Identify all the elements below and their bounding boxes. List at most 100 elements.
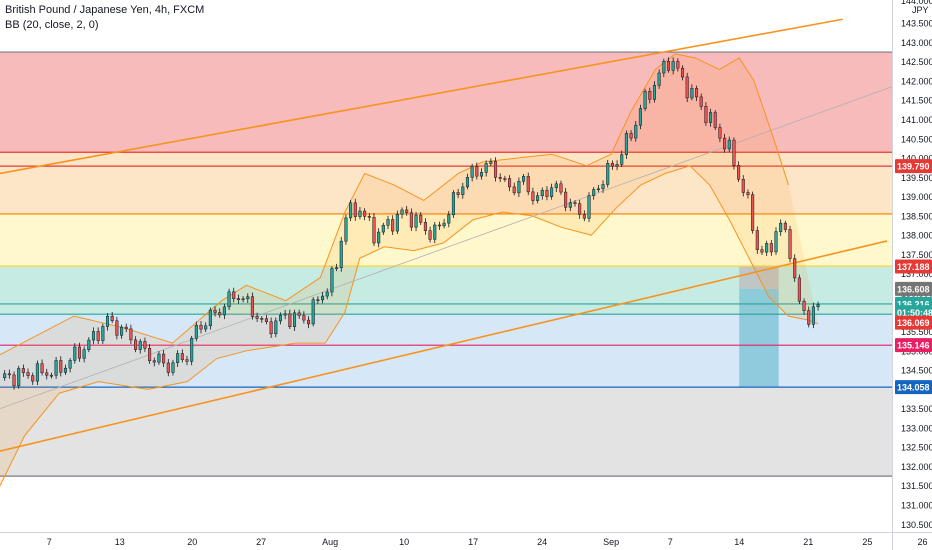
y-tick-label: 140.000 (901, 154, 932, 164)
candle (180, 349, 184, 363)
candle (802, 298, 806, 315)
candle-body (241, 298, 245, 301)
candle (676, 58, 680, 72)
candle-body (437, 224, 441, 227)
candle (227, 288, 231, 310)
chart-legend-indicator[interactable]: BB (20, close, 2, 0) (5, 19, 99, 31)
candle-body (783, 222, 787, 230)
candle (260, 316, 264, 323)
candle-body (405, 209, 409, 213)
candle-body (587, 195, 591, 219)
price-tag-bg (895, 159, 932, 174)
candle (531, 187, 535, 205)
candle-body (676, 61, 680, 69)
candle (779, 219, 783, 236)
candle (292, 309, 297, 331)
x-tick-label: 26 (918, 537, 928, 547)
candle-body (59, 360, 63, 373)
candle (54, 356, 58, 379)
candle (45, 368, 49, 380)
candle-body (288, 313, 292, 327)
candle-body (157, 353, 161, 363)
candle (120, 324, 124, 339)
candle (199, 320, 203, 334)
candle (255, 312, 259, 322)
candle-body (568, 202, 572, 208)
candle (105, 312, 110, 331)
candle-body (522, 176, 526, 182)
y-tick-label: 143.000 (901, 38, 932, 48)
candle (35, 360, 39, 386)
candle (391, 215, 395, 235)
price-zone (0, 387, 892, 477)
candle-body (638, 108, 642, 126)
candle (522, 174, 526, 185)
y-tick-label: 132.000 (901, 462, 932, 472)
candle-body (433, 224, 437, 240)
candle-body (391, 219, 395, 232)
candle-body (540, 189, 544, 196)
candle-body (648, 90, 652, 100)
candle-body (601, 184, 605, 190)
candle-body (377, 231, 381, 244)
candle (652, 81, 656, 103)
candle-body (620, 154, 624, 165)
candle (82, 346, 86, 363)
candle-body (87, 339, 91, 351)
price-tag-label: 135.146 (897, 341, 930, 351)
candle (540, 187, 544, 200)
candle-body (447, 214, 451, 224)
candle-body (760, 249, 764, 253)
candle-body (807, 310, 811, 325)
candle-body (709, 112, 713, 123)
candle-body (171, 362, 175, 373)
price-tag: 139.790 (895, 159, 932, 174)
candle (662, 58, 666, 78)
chart-legend-symbol[interactable]: British Pound / Japanese Yen, 4h, FXCM (5, 4, 205, 16)
candle (306, 316, 311, 329)
candle-body (662, 61, 666, 74)
price-tag: 135.146 (895, 338, 932, 353)
candle (129, 324, 133, 345)
candle-body (498, 177, 502, 179)
candle (442, 218, 446, 229)
candle-body (77, 346, 82, 359)
price-tag-label: 136.608 (897, 284, 930, 294)
candle (624, 130, 628, 159)
candle-body (573, 202, 577, 204)
candle-body (737, 165, 741, 180)
candle (737, 161, 741, 182)
candle (774, 227, 778, 255)
candle (573, 199, 577, 207)
candle-body (208, 309, 212, 327)
candle (638, 104, 642, 130)
price-tag-bg (895, 259, 932, 274)
candle (185, 355, 189, 366)
candle-body (344, 217, 348, 242)
candle-body (166, 362, 170, 373)
candle (316, 296, 320, 304)
candle-body (419, 214, 423, 223)
x-tick-label: 17 (468, 537, 478, 547)
candle-body (704, 106, 708, 123)
candle-body (54, 360, 58, 376)
candle-body (423, 222, 427, 231)
candle-body (816, 304, 820, 308)
candle (755, 226, 759, 254)
y-tick-label: 131.000 (901, 501, 932, 511)
y-tick-label: 131.500 (901, 481, 932, 491)
candle (620, 150, 624, 168)
x-tick-label: 27 (256, 537, 266, 547)
y-tick-label: 138.000 (901, 231, 932, 241)
channel-trend-line (0, 18, 843, 175)
candle (218, 308, 222, 318)
bollinger-lower-line (0, 165, 819, 486)
candle-body (578, 203, 582, 215)
candle (564, 187, 568, 212)
candle-body (461, 186, 465, 195)
candle-body (12, 374, 16, 387)
candle (601, 180, 605, 194)
candle-body (269, 321, 273, 335)
candle (325, 288, 329, 300)
